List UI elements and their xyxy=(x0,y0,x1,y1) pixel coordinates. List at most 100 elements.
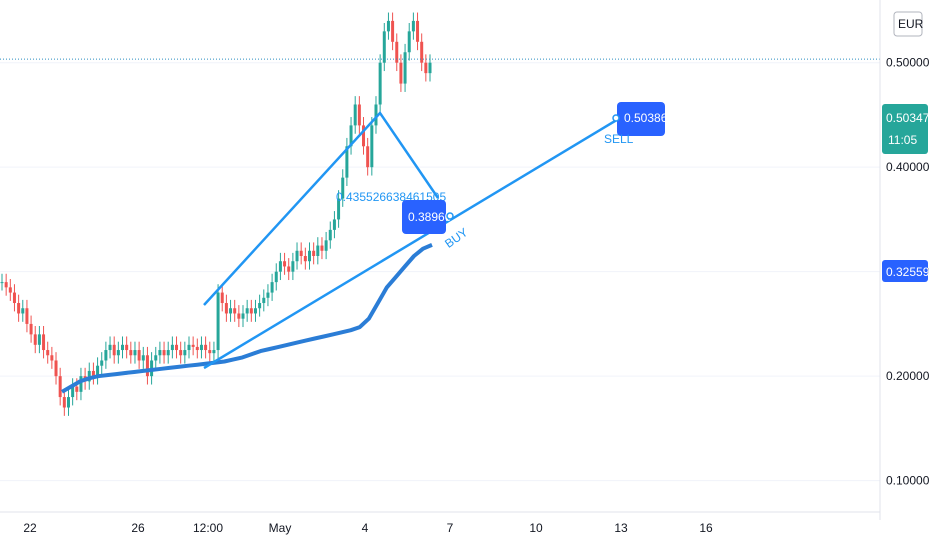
candle-body xyxy=(249,308,253,314)
triangle-upper-line[interactable] xyxy=(203,110,440,306)
candle-body xyxy=(303,256,307,262)
candle-body xyxy=(25,308,29,324)
candle-body xyxy=(245,308,249,314)
candle-body xyxy=(125,344,129,351)
candle-body xyxy=(299,250,303,256)
candle-body xyxy=(399,62,403,84)
candle-body xyxy=(21,308,25,314)
time-tick-label: 16 xyxy=(699,521,713,535)
time-tick-label: 12:00 xyxy=(193,521,223,535)
candle-body xyxy=(137,350,141,361)
time-tick-label: 7 xyxy=(447,521,454,535)
price-tick-label: 0.10000 xyxy=(886,474,930,488)
time-tick-label: 10 xyxy=(529,521,543,535)
candle-body xyxy=(166,350,170,356)
time-scale[interactable]: 22 26 12:00 May 4 7 10 13 16 xyxy=(23,521,713,535)
candle-body xyxy=(266,292,270,298)
candle-body xyxy=(66,397,70,408)
candle-body xyxy=(4,282,8,288)
candle-body xyxy=(183,350,187,356)
buy-box[interactable]: 0.38960 xyxy=(402,200,452,234)
candle-body xyxy=(100,360,104,366)
candle-body xyxy=(42,334,46,351)
candle-body xyxy=(341,177,345,199)
candle-body xyxy=(332,219,336,230)
candle-body xyxy=(374,104,378,126)
currency-button[interactable]: EUR xyxy=(893,11,924,37)
candle-body xyxy=(428,62,432,74)
moving-average-series xyxy=(60,243,433,394)
candle-body xyxy=(162,350,166,356)
buy-label: BUY xyxy=(442,225,470,251)
candle-body xyxy=(229,308,233,314)
candle-body xyxy=(112,344,116,356)
ma-price-value: 0.32559 xyxy=(886,265,930,279)
candle-body xyxy=(145,355,149,377)
candle-body xyxy=(241,313,245,319)
candle-body xyxy=(133,350,137,356)
moving-average-line xyxy=(60,243,433,394)
candle-body xyxy=(116,350,120,356)
current-price-value: 0.50347 xyxy=(886,111,930,125)
candle-body xyxy=(224,303,228,314)
candle-body xyxy=(75,386,79,392)
candle-body xyxy=(191,344,195,347)
candle-body xyxy=(291,261,295,272)
candle-body xyxy=(121,344,125,351)
time-tick-label: May xyxy=(269,521,292,535)
sell-box-value: 0.50386 xyxy=(624,111,668,125)
candle-body xyxy=(324,240,328,251)
candle-body xyxy=(104,350,108,361)
candle-body xyxy=(386,20,390,32)
candle-body xyxy=(216,292,220,351)
candle-body xyxy=(96,365,100,377)
triangle-drawing[interactable] xyxy=(203,110,621,370)
candle-body xyxy=(337,198,341,220)
candle-body xyxy=(411,20,415,32)
candle-body xyxy=(37,334,41,345)
candle-body xyxy=(8,287,12,293)
candle-body xyxy=(366,146,370,168)
candle-body xyxy=(274,271,278,283)
candle-body xyxy=(362,125,366,147)
candle-body xyxy=(320,245,324,251)
candle-body xyxy=(253,308,257,314)
candle-body xyxy=(391,20,395,42)
candle-body xyxy=(416,20,420,42)
candle-body xyxy=(54,360,58,377)
candle-body xyxy=(50,355,54,361)
candle-body xyxy=(154,355,158,361)
candle-body xyxy=(237,313,241,319)
candle-body xyxy=(62,397,66,408)
candle-body xyxy=(108,344,112,351)
candle-body xyxy=(141,355,145,361)
candle-body xyxy=(29,323,33,335)
buy-box-value: 0.38960 xyxy=(408,210,452,224)
candle-body xyxy=(270,282,274,293)
candle-body xyxy=(220,292,224,304)
candle-body xyxy=(378,62,382,105)
candle-body xyxy=(58,376,62,398)
candle-body xyxy=(158,350,162,356)
candle-body xyxy=(295,250,299,262)
price-tick-label: 0.40000 xyxy=(886,160,930,174)
candle-body xyxy=(262,297,266,304)
candle-body xyxy=(170,344,174,351)
candle-body xyxy=(79,376,83,392)
time-tick-label: 26 xyxy=(131,521,145,535)
candle-body xyxy=(353,104,357,126)
candle-body xyxy=(187,344,191,351)
candle-body xyxy=(403,52,407,84)
sell-box[interactable]: 0.50386 xyxy=(617,102,668,136)
candle-body xyxy=(407,31,411,53)
candle-body xyxy=(370,125,374,168)
candle-body xyxy=(316,245,320,256)
time-tick-label: 4 xyxy=(362,521,369,535)
candle-body xyxy=(175,344,179,351)
candle-body xyxy=(283,261,287,267)
buy-sell-trend-line[interactable] xyxy=(203,116,621,370)
candle-body xyxy=(278,261,282,272)
candle-body xyxy=(46,350,50,356)
candle-body xyxy=(349,125,353,147)
